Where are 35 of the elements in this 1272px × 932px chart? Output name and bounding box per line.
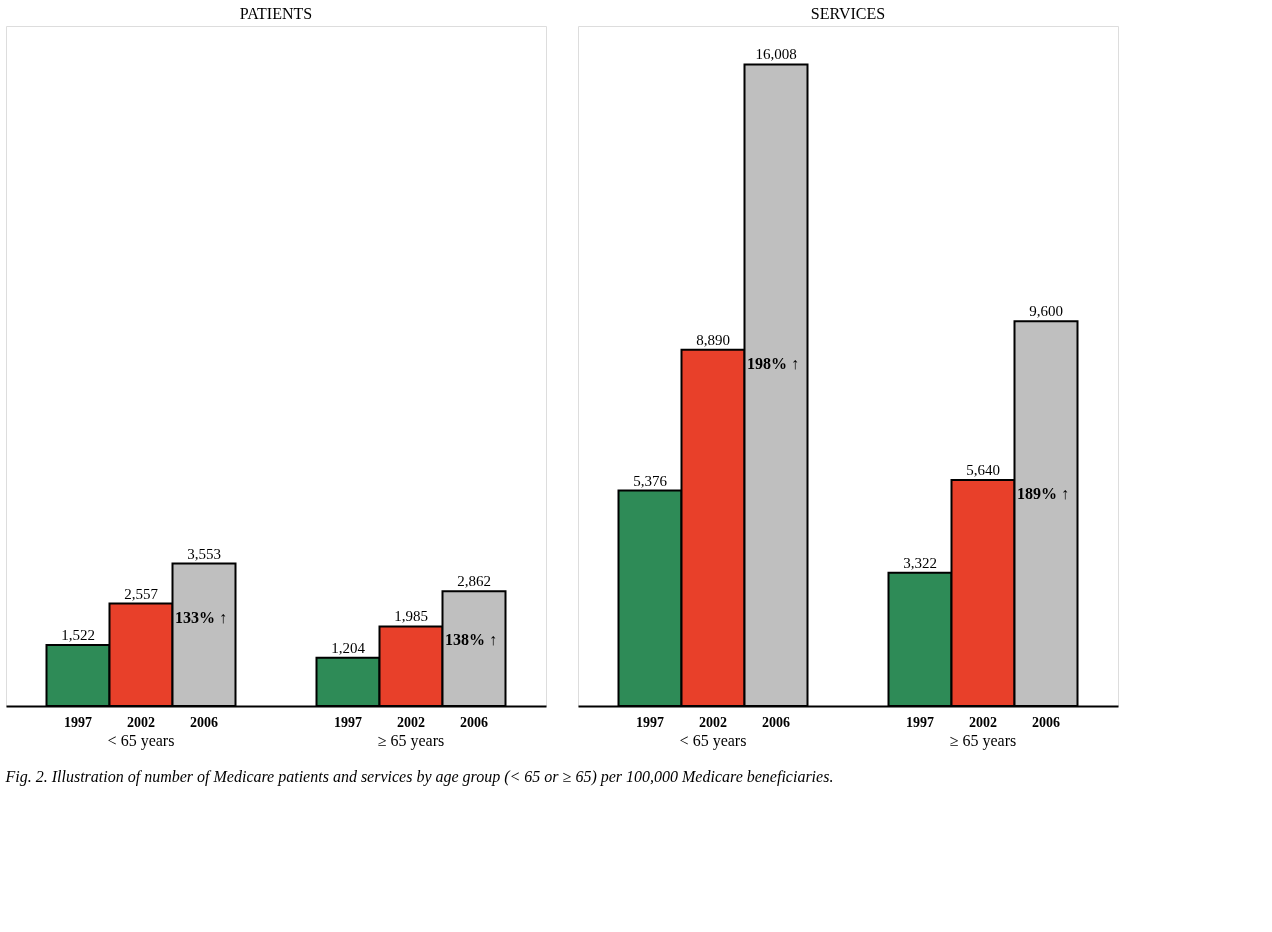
series-label: 2002 [699,715,727,730]
data-label: 1,522 [61,627,95,644]
text: 1997 [334,715,362,730]
annotation: 198% ↑ [747,354,799,372]
series-label: 2002 [127,715,155,730]
chart-title: PATIENTS [239,5,313,22]
data-label: 3,553 [187,545,221,562]
series-label: 2006 [762,715,790,730]
data-label: 1,985 [394,608,428,625]
series-label: 2006 [190,715,218,730]
annotation: 133% ↑ [175,608,227,626]
text: 1997 [906,715,934,730]
caption: Fig. 2. Illustration of number of Medicare patients and services by age group (< 65 or ≥ 65) per 100,000 Medicare beneficiaries. [4,767,834,786]
text: 2006 [460,715,488,730]
data-label: 2,862 [457,573,491,590]
series-label: 1997 [64,715,92,730]
data-label: 16,008 [755,46,797,63]
x-tick-label: < 65 years [679,731,747,750]
annotation: 189% ↑ [1017,484,1069,502]
data-label: 2,557 [124,585,159,602]
data-label: 1,204 [331,639,366,656]
data-label: 5,640 [966,461,1000,478]
text: 2006 [1032,715,1060,730]
annotation: 138% ↑ [445,631,497,649]
x-tick-label: ≥ 65 years [377,731,445,750]
data-label: 8,890 [696,331,730,348]
text: 2002 [969,715,997,730]
series-label: 1997 [636,715,664,730]
chart-title: SERVICES [810,5,886,22]
text: 2002 [397,715,425,730]
data-label: 5,376 [633,472,668,489]
data-label: 3,322 [903,554,937,571]
x-tick-label: ≥ 65 years [949,731,1017,750]
x-tick-label: < 65 years [107,731,175,750]
data-label: 9,600 [1029,303,1063,320]
